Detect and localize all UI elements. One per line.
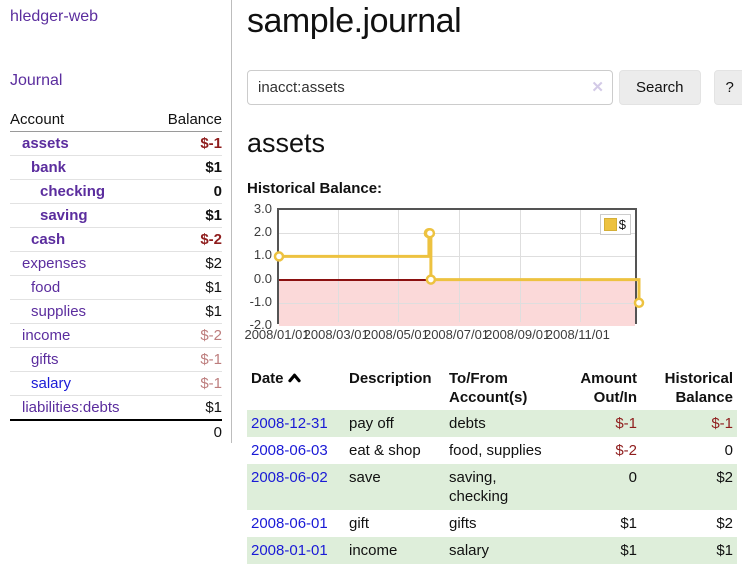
account-balance: $-1: [200, 135, 222, 152]
register-header-date[interactable]: Date: [247, 366, 345, 410]
register-row: 2008-06-02 save saving, checking 0 $2: [247, 464, 737, 510]
transaction-description: eat & shop: [349, 442, 421, 459]
account-link-checking[interactable]: checking: [40, 183, 106, 200]
chart-x-axis: 2008/01/01 2008/03/01 2008/05/01 2008/07/01…: [244, 327, 610, 342]
brand-link[interactable]: hledger-web: [10, 8, 99, 25]
account-link-food[interactable]: food: [31, 279, 61, 296]
account-balance: $1: [151, 395, 222, 420]
search-button[interactable]: Search: [619, 70, 701, 105]
app-layout: hledger-web Journal Account Balance asse…: [0, 0, 742, 564]
account-link-expenses[interactable]: expenses: [22, 255, 87, 272]
account-balance: $-2: [151, 323, 222, 348]
page-title: sample.journal: [247, 2, 462, 40]
transaction-balance: $-1: [711, 415, 733, 432]
account-link-assets[interactable]: assets: [22, 135, 69, 152]
accounts-table: Account Balance assets $-1 bank $1 check…: [10, 108, 222, 444]
transaction-accounts: gifts: [449, 515, 477, 532]
account-heading: assets: [247, 128, 326, 158]
transaction-accounts: debts: [449, 415, 486, 432]
search-form: ✕ Search ?: [247, 70, 742, 105]
transaction-date-link[interactable]: 2008-01-01: [251, 542, 328, 559]
account-link-bank[interactable]: bank: [31, 159, 67, 176]
main-content: sample.journal ✕ Search ? assets Histori…: [232, 0, 742, 564]
transaction-description: income: [349, 542, 398, 559]
account-row: checking 0: [10, 179, 222, 204]
accounts-total-row: 0: [10, 419, 222, 444]
account-row: cash $-2: [10, 227, 222, 252]
register-row: 2008-06-01 gift gifts $1 $2: [247, 510, 737, 537]
transaction-balance: $2: [716, 515, 733, 532]
account-link-gifts[interactable]: gifts: [31, 351, 59, 368]
sidebar: hledger-web Journal Account Balance asse…: [0, 0, 232, 564]
transaction-description: pay off: [349, 415, 394, 432]
chart-heading: Historical Balance:: [247, 180, 383, 197]
help-button[interactable]: ?: [713, 70, 742, 105]
account-row: salary $-1: [10, 371, 222, 396]
transaction-balance: $2: [716, 469, 733, 486]
sort-ascending-icon: [287, 369, 301, 388]
account-link-salary[interactable]: salary: [31, 375, 72, 392]
legend-series-label: $: [618, 217, 626, 232]
register-header-description: Description: [349, 370, 432, 387]
transaction-accounts: saving, checking: [449, 469, 509, 505]
account-row: gifts $-1: [10, 347, 222, 372]
transaction-description: gift: [349, 515, 370, 532]
register-row: 2008-01-01 income salary $1 $1: [247, 537, 737, 564]
account-row: saving $1: [10, 203, 222, 228]
account-row: liabilities:debts $1: [10, 395, 222, 420]
account-link-income[interactable]: income: [22, 327, 71, 344]
accounts-total-value: 0: [151, 419, 222, 444]
account-balance: 0: [151, 179, 222, 204]
account-balance: $1: [151, 155, 222, 180]
register-header-amount: Amount Out/In: [580, 370, 637, 406]
account-row: bank $1: [10, 155, 222, 180]
account-row: income $-2: [10, 323, 222, 348]
account-link-supplies[interactable]: supplies: [31, 303, 87, 320]
transaction-date-link[interactable]: 2008-06-01: [251, 515, 328, 532]
account-balance: $-1: [151, 371, 222, 396]
search-input[interactable]: [247, 70, 613, 105]
account-link-liabilities-debts[interactable]: liabilities:debts: [22, 399, 120, 416]
transaction-accounts: food, supplies: [449, 442, 542, 459]
accounts-header-balance: Balance: [151, 108, 222, 132]
balance-chart: 3.0 2.0 1.0 0.0 -1.0 -2.0 $ 2008/01/01 2008/03…: [244, 201, 727, 345]
transaction-date-link[interactable]: 2008-12-31: [251, 415, 328, 432]
register-table: Date Description To/From Account(s) Amou…: [247, 366, 737, 564]
transaction-accounts: salary: [449, 542, 490, 559]
transaction-description: save: [349, 469, 381, 486]
accounts-header-account: Account: [10, 108, 152, 132]
transaction-amount: $-1: [615, 415, 637, 432]
chart-y-axis: 3.0 2.0 1.0 0.0 -1.0 -2.0: [249, 201, 272, 332]
sidebar-item-journal[interactable]: Journal: [10, 72, 63, 89]
register-header-accounts: To/From Account(s): [449, 370, 528, 406]
account-row: supplies $1: [10, 299, 222, 324]
account-row: food $1: [10, 275, 222, 300]
account-balance: $-1: [151, 347, 222, 372]
chart-legend: $: [599, 214, 631, 235]
account-link-cash[interactable]: cash: [31, 231, 66, 248]
account-balance: $-2: [151, 227, 222, 252]
clear-search-icon[interactable]: ✕: [591, 79, 604, 96]
register-row: 2008-06-03 eat & shop food, supplies $-2…: [247, 437, 737, 464]
account-balance: $1: [151, 275, 222, 300]
register-row: 2008-12-31 pay off debts $-1 $-1: [247, 410, 737, 437]
transaction-amount: $1: [620, 542, 637, 559]
account-balance: $1: [151, 203, 222, 228]
transaction-amount: $-2: [615, 442, 637, 459]
chart-plot: $: [273, 208, 645, 326]
account-balance: $1: [151, 299, 222, 324]
transaction-amount: $1: [620, 515, 637, 532]
account-balance: $2: [151, 251, 222, 276]
transaction-date-link[interactable]: 2008-06-02: [251, 469, 328, 486]
account-row: assets $-1: [10, 132, 222, 156]
transaction-balance: $1: [716, 542, 733, 559]
account-row: expenses $2: [10, 251, 222, 276]
register-header-balance: Historical Balance: [664, 370, 733, 406]
legend-series-swatch: [603, 218, 617, 231]
account-link-saving[interactable]: saving: [40, 207, 88, 224]
transaction-amount: 0: [628, 469, 637, 486]
transaction-balance: 0: [724, 442, 733, 459]
transaction-date-link[interactable]: 2008-06-03: [251, 442, 328, 459]
